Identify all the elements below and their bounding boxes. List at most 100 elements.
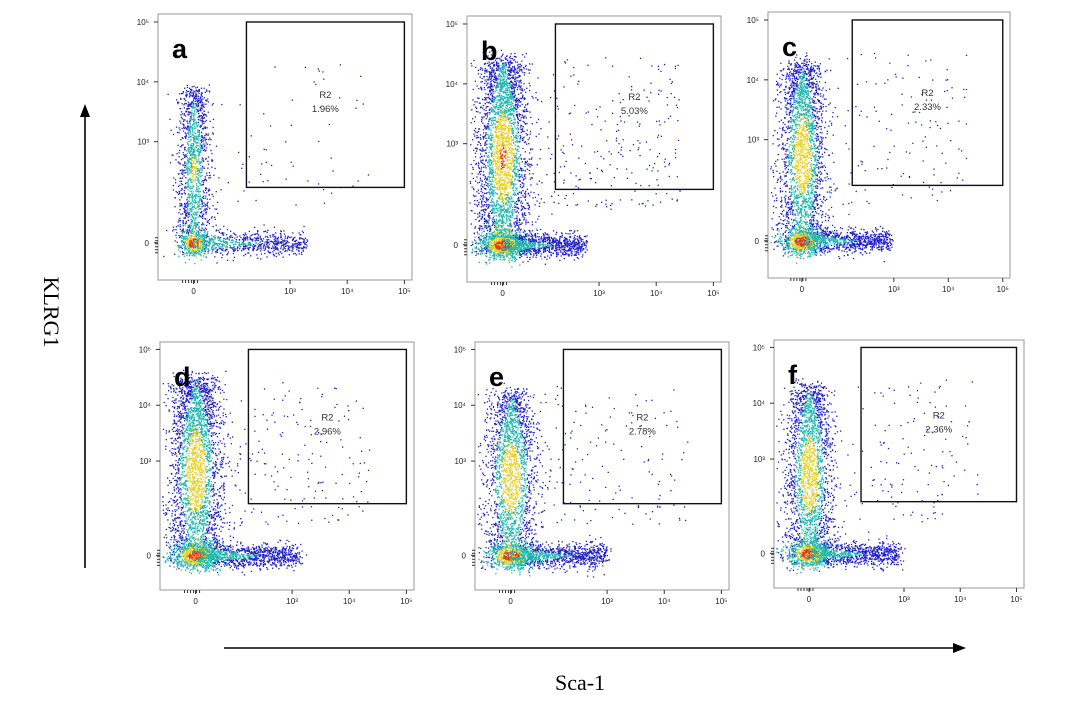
scatter-point: [191, 167, 192, 168]
scatter-point: [199, 130, 200, 131]
scatter-point: [203, 106, 204, 107]
scatter-point: [201, 235, 202, 236]
scatter-point: [196, 215, 197, 216]
scatter-point: [492, 173, 493, 174]
scatter-point: [189, 242, 190, 243]
scatter-point: [481, 202, 482, 203]
scatter-point: [497, 154, 498, 155]
scatter-point: [231, 236, 232, 237]
scatter-point: [484, 128, 485, 129]
scatter-point: [506, 215, 507, 216]
scatter-point: [513, 155, 514, 156]
scatter-point: [519, 192, 520, 193]
scatter-point: [239, 242, 240, 243]
scatter-point: [496, 90, 497, 91]
scatter-point: [492, 164, 493, 165]
scatter-point: [520, 176, 521, 177]
scatter-point: [197, 145, 198, 146]
scatter-point: [475, 156, 476, 157]
scatter-point: [510, 130, 511, 131]
scatter-point: [517, 171, 518, 172]
scatter-point: [487, 140, 488, 141]
scatter-point: [282, 242, 283, 243]
scatter-point: [482, 99, 483, 100]
scatter-point: [271, 165, 272, 166]
scatter-point: [200, 165, 201, 166]
scatter-point: [494, 219, 495, 220]
scatter-point: [188, 181, 189, 182]
scatter-point: [209, 245, 210, 246]
scatter-point: [177, 192, 178, 193]
scatter-point: [499, 140, 500, 141]
scatter-point: [187, 247, 188, 248]
scatter-point: [523, 126, 524, 127]
scatter-point: [249, 182, 250, 183]
scatter-point: [194, 138, 195, 139]
scatter-point: [487, 114, 488, 115]
scatter-point: [485, 178, 486, 179]
scatter-point: [493, 89, 494, 90]
scatter-point: [196, 109, 197, 110]
scatter-point: [527, 169, 528, 170]
scatter-point: [492, 125, 493, 126]
scatter-point: [489, 125, 490, 126]
scatter-point: [299, 238, 300, 239]
scatter-point: [170, 162, 171, 163]
scatter-point: [500, 199, 501, 200]
scatter-point: [507, 157, 508, 158]
scatter-point: [496, 188, 497, 189]
scatter-point: [194, 126, 195, 127]
scatter-point: [281, 253, 282, 254]
scatter-point: [499, 182, 500, 183]
scatter-point: [182, 144, 183, 145]
scatter-point: [274, 254, 275, 255]
scatter-point: [188, 226, 189, 227]
scatter-point: [182, 118, 183, 119]
scatter-point: [193, 232, 194, 233]
scatter-point: [207, 202, 208, 203]
scatter-point: [480, 69, 481, 70]
scatter-point: [498, 63, 499, 64]
scatter-point: [206, 192, 207, 193]
scatter-point: [322, 71, 323, 72]
scatter-point: [514, 81, 515, 82]
scatter-point: [201, 216, 202, 217]
scatter-point: [519, 251, 520, 252]
scatter-point: [508, 163, 509, 164]
scatter-point: [497, 70, 498, 71]
scatter-point: [523, 214, 524, 215]
scatter-point: [203, 253, 204, 254]
scatter-point: [513, 143, 514, 144]
scatter-point: [202, 167, 203, 168]
scatter-point: [272, 236, 273, 237]
scatter-point: [195, 228, 196, 229]
scatter-point: [180, 251, 181, 252]
scatter-point: [179, 191, 180, 192]
scatter-point: [256, 240, 257, 241]
scatter-point: [522, 161, 523, 162]
scatter-point: [202, 175, 203, 176]
scatter-point: [514, 164, 515, 165]
scatter-point: [496, 166, 497, 167]
scatter-point: [498, 122, 499, 123]
scatter-point: [518, 99, 519, 100]
scatter-point: [529, 166, 530, 167]
scatter-point: [181, 197, 182, 198]
scatter-point: [184, 212, 185, 213]
scatter-point: [203, 140, 204, 141]
scatter-point: [522, 203, 523, 204]
scatter-point: [205, 104, 206, 105]
scatter-point: [237, 250, 238, 251]
scatter-point: [222, 254, 223, 255]
scatter-point: [502, 55, 503, 56]
scatter-point: [522, 115, 523, 116]
scatter-point: [505, 146, 506, 147]
scatter-point: [243, 234, 244, 235]
scatter-point: [481, 185, 482, 186]
scatter-point: [509, 169, 510, 170]
scatter-point: [182, 232, 183, 233]
scatter-point: [512, 108, 513, 109]
scatter-point: [200, 152, 201, 153]
scatter-point: [495, 169, 496, 170]
scatter-point: [532, 123, 533, 124]
